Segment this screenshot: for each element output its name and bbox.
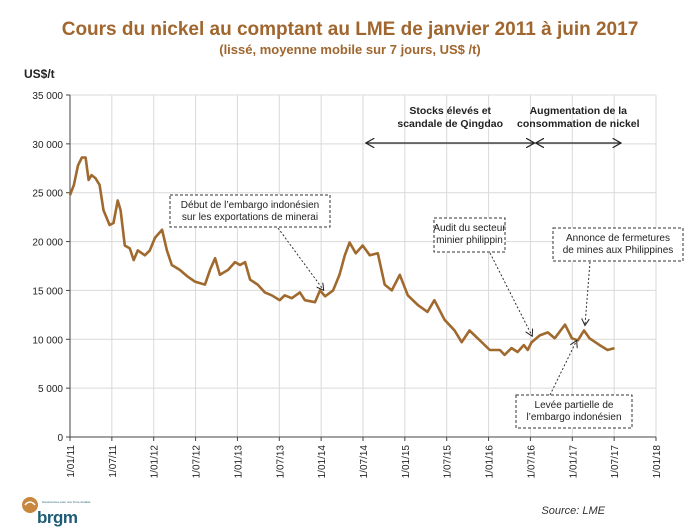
annotation-label: Annonce de fermetures — [566, 233, 670, 244]
chart-subtitle: (lissé, moyenne mobile sur 7 jours, US$ … — [219, 42, 481, 57]
annotation-arrow — [489, 252, 532, 336]
x-tick-label: 1/01/11 — [66, 445, 77, 478]
x-tick-label: 1/01/18 — [652, 445, 663, 479]
y-tick-label: 35 000 — [32, 91, 63, 102]
x-tick-label: 1/07/12 — [192, 445, 203, 479]
annotation-arrow — [585, 261, 591, 325]
x-tick-label: 1/07/17 — [610, 445, 621, 479]
x-tick-label: 1/01/14 — [317, 445, 328, 479]
annotation-arrow — [277, 227, 324, 290]
y-tick-label: 15 000 — [32, 286, 63, 297]
source-note: Source: LME — [541, 505, 605, 517]
logo-text: brgm — [37, 508, 78, 527]
logo-tagline: Géosciences pour une Terre durable — [42, 500, 91, 504]
annotation-box — [552, 227, 684, 262]
y-tick-label: 10 000 — [32, 335, 63, 346]
brgm-logo — [20, 495, 40, 520]
x-tick-label: 1/01/15 — [401, 445, 412, 479]
x-tick-label: 1/01/12 — [150, 445, 161, 479]
nickel-price-line — [68, 156, 615, 357]
period-label: Augmentation de la — [530, 105, 628, 117]
y-tick-label: 5 000 — [38, 384, 63, 395]
annotation-box — [433, 217, 506, 253]
x-tick-label: 1/07/16 — [526, 445, 537, 479]
annotation-label: de mines aux Philippines — [563, 245, 674, 256]
y-tick-label: 20 000 — [32, 238, 63, 249]
x-tick-label: 1/07/13 — [275, 445, 286, 479]
annotation-box — [169, 194, 331, 228]
y-axis-label: US$/t — [24, 67, 55, 81]
annotation-box — [515, 394, 633, 429]
period-label: consommation de nickel — [517, 118, 640, 130]
annotation-label: minier philippin — [436, 235, 503, 246]
x-tick-label: 1/07/15 — [443, 445, 454, 479]
y-tick-label: 30 000 — [32, 140, 63, 151]
annotation-label: Début de l’embargo indonésien — [181, 200, 319, 211]
annotation-label: Audit du secteur — [433, 223, 506, 234]
y-tick-label: 25 000 — [32, 189, 63, 200]
x-tick-label: 1/07/11 — [108, 445, 119, 478]
period-label: Stocks élevés et — [409, 105, 491, 117]
x-tick-label: 1/01/17 — [568, 445, 579, 479]
x-tick-label: 1/01/13 — [233, 445, 244, 479]
chart-title: Cours du nickel au comptant au LME de ja… — [61, 19, 639, 40]
x-tick-label: 1/07/14 — [359, 445, 370, 479]
annotation-label: Levée partielle de — [535, 400, 614, 411]
annotation-label: l’embargo indonésien — [526, 412, 621, 423]
annotation-label: sur les exportations de minerai — [182, 212, 318, 223]
period-label: scandale de Qingdao — [397, 118, 503, 130]
y-tick-label: 0 — [57, 433, 63, 444]
x-tick-label: 1/01/16 — [485, 445, 496, 479]
